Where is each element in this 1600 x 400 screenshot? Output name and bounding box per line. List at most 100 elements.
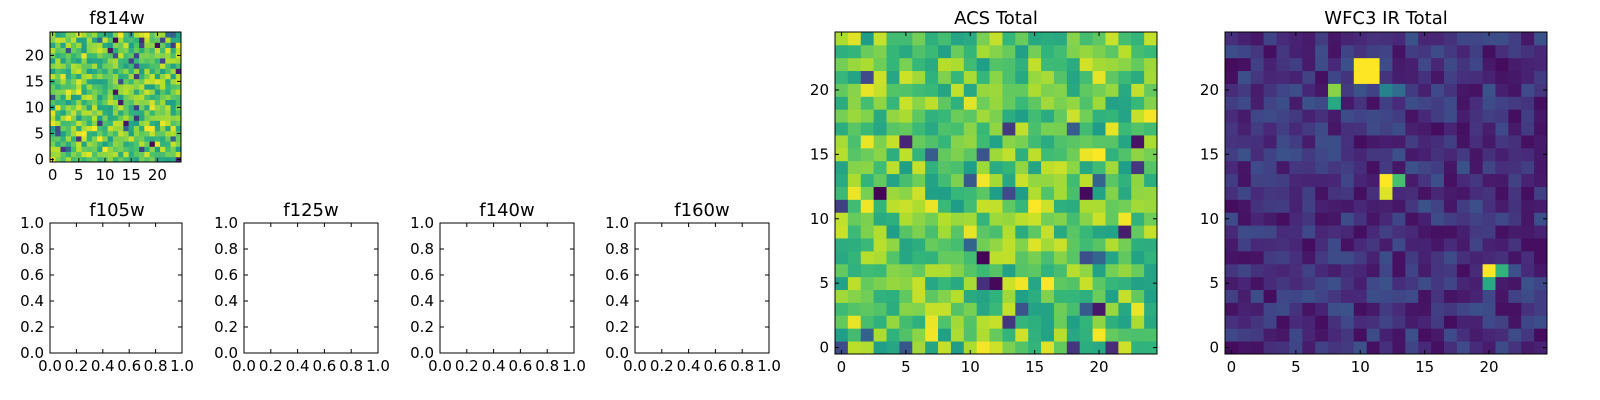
heatmap-cell [1002,57,1016,72]
heatmap-cell [1431,212,1445,226]
heatmap-cell [97,84,103,90]
heatmap-cell [65,115,72,121]
heatmap-cell [1092,238,1106,252]
heatmap-cell [1302,32,1316,46]
heatmap-cell [847,70,862,84]
heatmap-cell [1534,32,1548,46]
heatmap-cell [1328,135,1342,149]
heatmap-cell [1276,315,1290,329]
heatmap-cell [1508,135,1522,149]
heatmap-cell [963,44,978,59]
heatmap-cell [1144,44,1158,59]
heatmap-cell [1092,96,1106,110]
heatmap-cell [1131,147,1145,162]
heatmap-cell [1340,225,1355,239]
heatmap-cell [118,58,124,64]
heatmap-cell [886,212,900,226]
heatmap-cell [133,120,140,126]
y-tick-label: 15 [1200,145,1219,163]
heatmap-cell [65,37,72,43]
heatmap-cell [1131,122,1145,136]
heatmap-cell [938,57,952,72]
heatmap-cell [102,110,109,116]
heatmap-cell [128,94,135,100]
heatmap-cell [70,141,77,147]
heatmap-cell [989,263,1003,278]
heatmap-cell [139,125,145,132]
heatmap-cell [938,289,952,303]
heatmap-cell [50,94,56,100]
heatmap-cell [1482,302,1496,316]
heatmap-cell [128,125,135,132]
heatmap-cell [1250,57,1265,72]
heatmap-cell [989,147,1003,162]
heatmap-cell [160,58,166,64]
heatmap-cell [1534,70,1548,84]
heatmap-cell [1041,160,1055,175]
heatmap-cell [1092,199,1106,213]
heatmap-cell [76,58,82,64]
heatmap-cell [1431,328,1445,342]
heatmap-cell [55,68,61,74]
heatmap-cell [91,146,98,152]
heatmap-cell [118,89,124,95]
heatmap-cell [154,130,161,137]
heatmap-cell [1041,70,1055,84]
heatmap-cell [1225,263,1239,278]
heatmap-cell [1521,96,1535,110]
heatmap-cell [112,58,119,64]
heatmap-cell [97,94,103,100]
heatmap-cell [1276,147,1290,162]
heatmap-cell [1521,173,1535,187]
heatmap-cell [1237,173,1252,187]
heatmap-cell [1482,160,1496,175]
heatmap-cell [1079,70,1093,84]
heatmap-cell [1495,302,1509,316]
heatmap-cell [1469,173,1483,187]
heatmap-cell [1105,263,1119,278]
heatmap-cell [1131,57,1145,72]
heatmap-cell [1015,289,1029,303]
heatmap-cell [149,63,156,69]
heatmap-cell [1237,147,1252,162]
heatmap-cell [899,212,913,226]
y-tick-label: 0.4 [214,292,238,310]
heatmap-cell [1105,57,1119,72]
heatmap-cell [91,73,98,80]
heatmap-cell [1482,263,1496,278]
heatmap-cell [1521,109,1535,123]
heatmap-cell [1495,135,1509,149]
heatmap-cell [154,89,161,95]
heatmap-cell [963,276,978,290]
heatmap-cell [165,68,171,74]
x-tick-label: 20 [148,166,167,184]
heatmap-cell [1340,109,1355,123]
heatmap-cell [1340,173,1355,187]
heatmap-cell [55,73,61,80]
heatmap-cell [1144,122,1158,136]
heatmap-cell [1289,96,1303,110]
x-tick-label: 15 [1415,358,1434,376]
heatmap-cell [154,37,161,43]
heatmap-cell [1289,57,1303,72]
heatmap-cell [1366,289,1380,303]
heatmap-cell [1534,186,1548,200]
heatmap-cell [55,120,61,126]
heatmap-cell [1418,186,1432,200]
heatmap-cell [1237,96,1252,110]
x-tick-label: 0 [837,358,847,376]
heatmap-cell [175,68,182,74]
heatmap-cell [1482,122,1496,136]
heatmap-cell [860,122,875,136]
heatmap-cell [128,63,135,69]
heatmap-cell [1066,276,1081,290]
heatmap-cell [86,58,93,64]
heatmap-cell [1066,341,1081,355]
heatmap-cell [154,63,161,69]
heatmap-cell [1289,302,1303,316]
heatmap-cell [107,141,114,147]
heatmap-cell [1469,302,1483,316]
heatmap-cell [165,78,171,85]
heatmap-cell [1315,160,1329,175]
heatmap-cell [1431,263,1445,278]
